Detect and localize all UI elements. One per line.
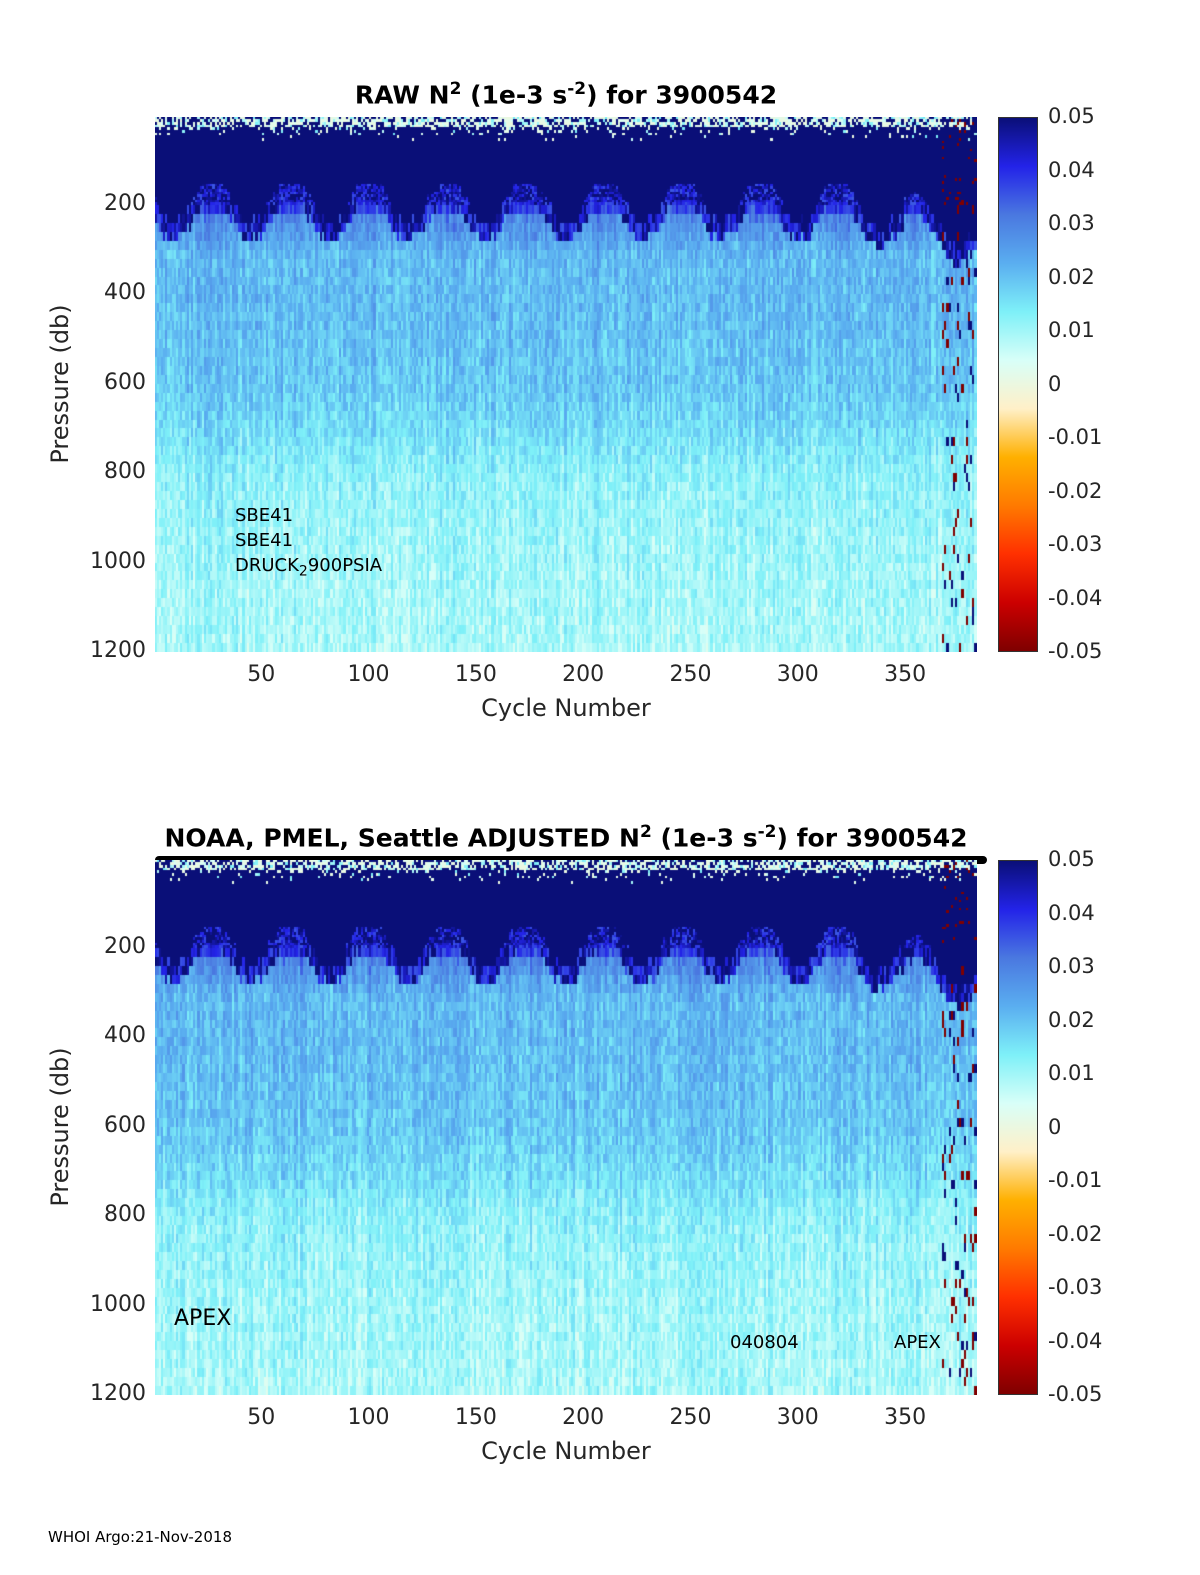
y-tick-label: 400 <box>104 280 146 306</box>
colorbar-tick-label: 0.01 <box>1048 318 1095 342</box>
colorbar <box>998 860 1038 1395</box>
title-part: ) for 3900542 <box>776 823 968 853</box>
colorbar-tick-label: 0.03 <box>1048 954 1095 978</box>
title-part: (1e-3 s <box>651 823 758 853</box>
colorbar-tick-label: -0.04 <box>1048 1328 1103 1353</box>
sensor-annotation: SBE41 <box>235 505 294 526</box>
title-part: NOAA, PMEL, Seattle ADJUSTED N <box>164 823 640 853</box>
title-part: (1e-3 s <box>461 80 568 110</box>
colorbar-tick-label: 0.05 <box>1048 104 1095 128</box>
x-tick-label: 150 <box>454 662 497 687</box>
annotation-part: DRUCK <box>235 555 299 576</box>
sensor-annotation: SBE41 <box>235 530 294 551</box>
x-tick-label: 200 <box>562 662 605 687</box>
firmware-annotation: 040804 <box>730 1332 799 1353</box>
x-axis-label: Cycle Number <box>481 694 651 722</box>
colorbar-tick-label: -0.04 <box>1048 585 1103 610</box>
colorbar-tick-label: 0.04 <box>1048 900 1095 925</box>
colorbar-tick-label: 0.01 <box>1048 1061 1095 1085</box>
y-axis-label: Pressure (db) <box>46 1046 74 1207</box>
colorbar-tick-label: -0.01 <box>1048 1168 1103 1192</box>
colorbar-tick-label: -0.05 <box>1048 1382 1103 1406</box>
x-tick-label: 150 <box>454 1405 497 1430</box>
x-tick-label: 350 <box>884 662 927 687</box>
colorbar-tick-label: -0.05 <box>1048 639 1103 663</box>
title-part: 2 <box>639 822 652 842</box>
y-tick-label: 200 <box>104 934 146 960</box>
x-tick-label: 300 <box>776 1405 819 1430</box>
colorbar-tick-label: -0.02 <box>1048 1221 1103 1246</box>
y-tick-label: 800 <box>104 459 146 485</box>
adjusted-title: NOAA, PMEL, Seattle ADJUSTED N2 (1e-3 s-… <box>155 822 977 852</box>
y-tick-label: 1000 <box>90 1291 146 1317</box>
x-tick-label: 50 <box>247 662 276 687</box>
title-part: ) for 3900542 <box>586 80 778 110</box>
raw-title: RAW N2 (1e-3 s-2) for 3900542 <box>155 79 977 109</box>
heatmap-adjusted <box>155 860 977 1395</box>
colorbar-tick-label: 0.04 <box>1048 157 1095 182</box>
x-tick-label: 100 <box>347 662 390 687</box>
colorbar-tick-label: 0.03 <box>1048 211 1095 235</box>
colorbar-tick-label: -0.03 <box>1048 532 1103 556</box>
y-tick-label: 1200 <box>90 1381 146 1406</box>
title-part: -2 <box>567 79 587 99</box>
x-tick-label: 200 <box>562 1405 605 1430</box>
y-tick-label: 200 <box>104 191 146 217</box>
colorbar-tick-label: -0.03 <box>1048 1275 1103 1299</box>
y-tick-label: 600 <box>104 1112 146 1138</box>
float-type-annotation: APEX <box>894 1332 941 1353</box>
colorbar-tick-label: 0.05 <box>1048 847 1095 871</box>
y-tick-label: 1200 <box>90 638 146 663</box>
colorbar-tick-label: 0 <box>1048 371 1062 396</box>
pressure-sensor-annotation: DRUCK2900PSIA <box>235 555 382 580</box>
title-part: -2 <box>757 822 777 842</box>
x-tick-label: 250 <box>669 662 712 687</box>
colorbar-tick-label: 0.02 <box>1048 1007 1095 1032</box>
x-tick-label: 50 <box>247 1405 276 1430</box>
title-part: 2 <box>449 79 462 99</box>
annotation-part: 900PSIA <box>307 555 383 576</box>
x-axis-label: Cycle Number <box>481 1437 651 1465</box>
y-axis-label: Pressure (db) <box>46 303 74 464</box>
y-tick-label: 400 <box>104 1023 146 1049</box>
title-part: RAW N <box>354 80 450 110</box>
x-tick-label: 250 <box>669 1405 712 1430</box>
colorbar-tick-label: -0.01 <box>1048 425 1103 449</box>
annotation-part: 2 <box>298 563 308 580</box>
footer-text: WHOI Argo:21-Nov-2018 <box>48 1528 232 1546</box>
x-tick-label: 100 <box>347 1405 390 1430</box>
y-tick-label: 800 <box>104 1202 146 1228</box>
colorbar <box>998 117 1038 652</box>
y-tick-label: 1000 <box>90 548 146 574</box>
colorbar-tick-label: 0 <box>1048 1114 1062 1139</box>
x-tick-label: 350 <box>884 1405 927 1430</box>
colorbar-tick-label: -0.02 <box>1048 478 1103 503</box>
heatmap-raw <box>155 117 977 652</box>
float-type-annotation: APEX <box>174 1306 232 1331</box>
x-tick-label: 300 <box>776 662 819 687</box>
y-tick-label: 600 <box>104 369 146 395</box>
colorbar-tick-label: 0.02 <box>1048 264 1095 289</box>
